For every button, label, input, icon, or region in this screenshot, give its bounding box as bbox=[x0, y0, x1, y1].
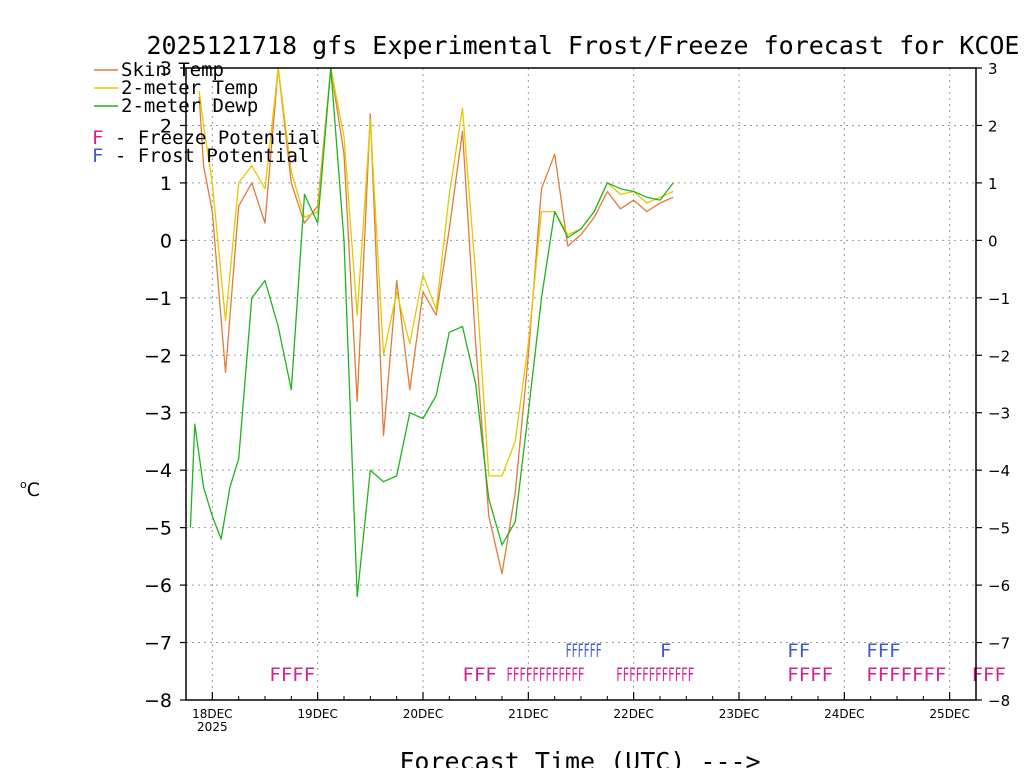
x-tick-label: 20DEC bbox=[403, 707, 443, 721]
potential-markers: FFFFFF F FF FFFFFFF FFF FFFFFFFFFFFF FFFFFFFFF… bbox=[269, 640, 1006, 686]
legend-frost-letter: F bbox=[92, 145, 103, 167]
y-tick-label-left: −8 bbox=[144, 690, 172, 712]
x-tick-label: 22DEC bbox=[613, 707, 653, 721]
y-tick-label-right: −2 bbox=[988, 347, 1010, 365]
y-tick-label-right: −4 bbox=[988, 462, 1010, 480]
y-tick-label-right: −1 bbox=[988, 290, 1010, 308]
y-tick-label-left: 1 bbox=[160, 173, 172, 195]
y-tick-label-right: 1 bbox=[988, 175, 998, 193]
y-axis-left: 3 2 1 0 −1 −2 −3 −4 −5 −6 −7 −8 bbox=[144, 58, 186, 712]
legend-label-2m-temp: 2-meter Temp bbox=[121, 77, 258, 99]
legend-label-2m-dewp: 2-meter Dewp bbox=[121, 95, 258, 117]
y-tick-label-left: 2 bbox=[160, 115, 172, 137]
frost-potential-marker: FFF bbox=[866, 640, 900, 662]
freeze-potential-marker: FFFF bbox=[787, 664, 833, 686]
y-tick-label-right: −6 bbox=[988, 577, 1010, 595]
legend: Skin Temp 2-meter Temp 2-meter Dewp F - … bbox=[92, 59, 321, 167]
x-tick-label: 21DEC bbox=[508, 707, 548, 721]
y-tick-label-left: 0 bbox=[160, 230, 172, 252]
y-axis-label-unit: C bbox=[27, 479, 40, 501]
y-tick-label-right: −3 bbox=[988, 405, 1010, 423]
legend-frost-potential: F - Frost Potential bbox=[92, 145, 309, 167]
y-tick-label-right: 0 bbox=[988, 232, 998, 250]
legend-freeze-potential: F - Freeze Potential bbox=[92, 127, 321, 149]
y-tick-label-left: −4 bbox=[144, 460, 172, 482]
y-tick-label-left: −7 bbox=[144, 633, 172, 655]
x-tick-year-label: 2025 bbox=[197, 720, 228, 734]
freeze-potential-marker: FFFFFFFFFFFF bbox=[506, 664, 584, 686]
x-tick-label: 25DEC bbox=[929, 707, 969, 721]
freeze-potential-marker: FFF bbox=[463, 664, 497, 686]
y-tick-label-right: −8 bbox=[988, 692, 1010, 710]
series-layer bbox=[189, 67, 674, 598]
freeze-potential-marker: FFFF bbox=[269, 664, 315, 686]
y-axis-label-degree: o bbox=[20, 478, 27, 491]
y-tick-label-right: −7 bbox=[988, 635, 1010, 653]
y-axis-right: 3 2 1 0 −1 −2 −3 −4 −5 −6 −7 −8 bbox=[976, 60, 1010, 710]
y-tick-label-left: −6 bbox=[144, 575, 172, 597]
y-tick-label-left: −5 bbox=[144, 518, 172, 540]
x-axis-label: Forecast Time (UTC) ---> bbox=[399, 747, 760, 768]
freeze-potential-marker: FFFFFFF bbox=[866, 664, 946, 686]
y-tick-label-left: 3 bbox=[160, 58, 172, 80]
y-tick-label-right: 3 bbox=[988, 60, 998, 78]
y-tick-label-right: 2 bbox=[988, 117, 998, 135]
legend-freeze-letter: F bbox=[92, 127, 103, 149]
series-line-2-meter-dewp bbox=[189, 67, 674, 598]
frost-potential-marker: FFFFFF bbox=[566, 640, 602, 662]
series-line-skin-temp bbox=[198, 67, 674, 575]
freeze-potential-marker: FFFFFFFFFFFF bbox=[616, 664, 694, 686]
y-tick-label-left: −1 bbox=[144, 288, 172, 310]
frost-potential-marker: F bbox=[660, 640, 671, 662]
y-axis-label: oC bbox=[20, 478, 40, 501]
freeze-potential-marker: FFF bbox=[972, 664, 1006, 686]
y-tick-label-left: −3 bbox=[144, 403, 172, 425]
x-tick-label: 24DEC bbox=[824, 707, 864, 721]
frost-potential-marker: FF bbox=[787, 640, 810, 662]
legend-frost-text: - Frost Potential bbox=[103, 145, 309, 167]
y-tick-label-left: −2 bbox=[144, 345, 172, 367]
legend-label-skin-temp: Skin Temp bbox=[121, 59, 224, 81]
x-tick-label: 23DEC bbox=[719, 707, 759, 721]
chart-title: 2025121718 gfs Experimental Frost/Freeze… bbox=[147, 31, 1020, 60]
legend-freeze-text: - Freeze Potential bbox=[103, 127, 320, 149]
x-tick-label: 19DEC bbox=[297, 707, 337, 721]
y-tick-label-right: −5 bbox=[988, 520, 1010, 538]
x-tick-label: 18DEC bbox=[192, 707, 232, 721]
